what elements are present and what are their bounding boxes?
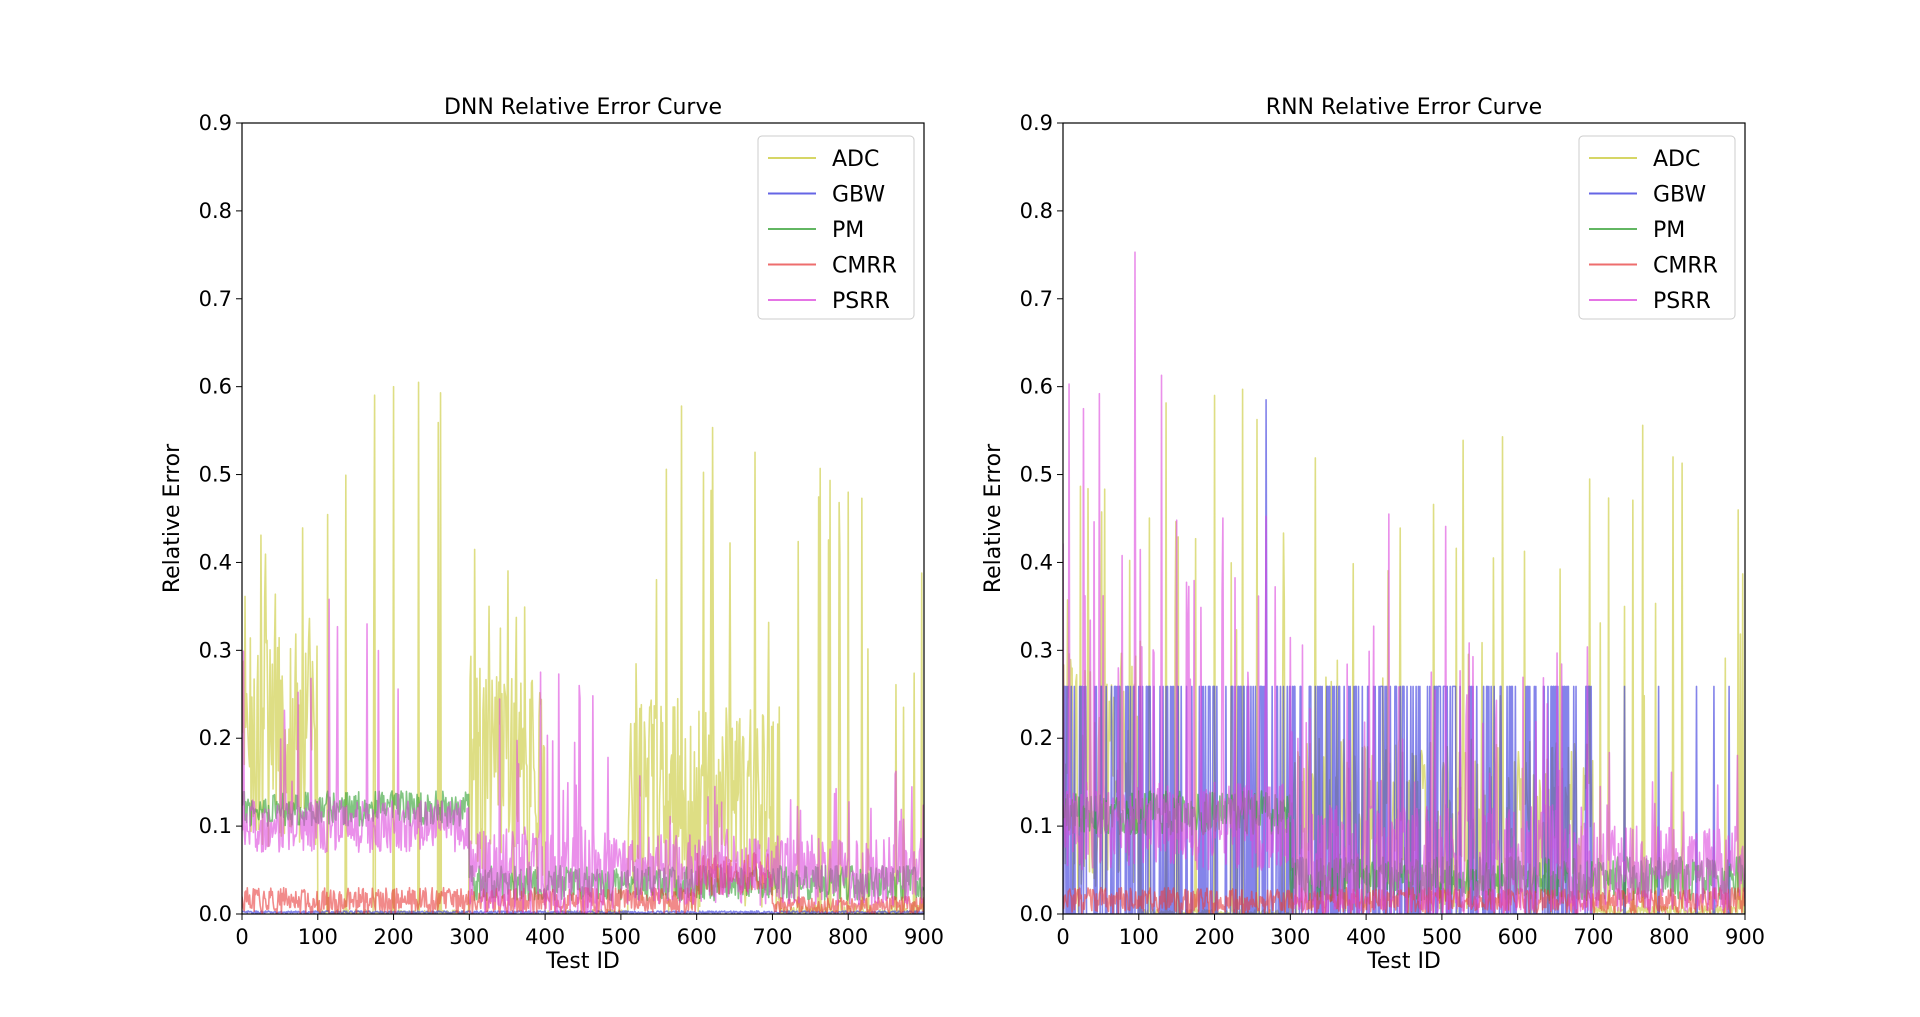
y-tick-label: 0.7 (1020, 287, 1053, 311)
y-tick-label: 0.9 (1020, 111, 1053, 135)
x-tick-label: 200 (374, 925, 414, 949)
legend: ADC GBW PM CMRR PSRR (1578, 135, 1736, 320)
y-tick-label: 0.0 (1020, 902, 1053, 926)
y-tick-label: 0.2 (1020, 726, 1053, 750)
series-line-adc (242, 381, 924, 914)
legend-label: PSRR (1653, 289, 1711, 314)
series-line-cmrr (1063, 886, 1745, 914)
legend-label: GBW (1653, 183, 1706, 208)
y-tick-label: 0.3 (199, 638, 232, 662)
legend-label: PM (832, 218, 864, 243)
y-tick-label: 0.8 (199, 199, 232, 223)
x-axis-label: Test ID (545, 949, 620, 974)
y-tick-label: 0.1 (199, 814, 232, 838)
x-tick-label: 600 (1498, 925, 1538, 949)
y-tick-label: 0.1 (1020, 814, 1053, 838)
axes-frame (241, 122, 925, 915)
y-tick-label: 0.2 (199, 726, 232, 750)
x-tick-label: 400 (1346, 925, 1386, 949)
y-tick-label: 0.6 (199, 375, 232, 399)
chart-rnn: 0 100 200 300 400 500 600 700 800 900 0.0 0.1 0.2 0.3… (981, 95, 1765, 974)
legend-label: PM (1653, 218, 1685, 243)
chart-dnn: 0 100 200 300 400 500 600 700 800 900 0.0 0.1 0.2 0.3… (160, 95, 944, 974)
x-tick-label: 0 (1056, 925, 1069, 949)
legend-label: CMRR (1653, 254, 1718, 279)
y-tick-label: 0.4 (199, 550, 232, 574)
series-line-gbw (1063, 399, 1745, 914)
axes-frame (1062, 122, 1746, 915)
y-tick-label: 0.0 (199, 902, 232, 926)
x-tick-label: 500 (1422, 925, 1462, 949)
x-tick-label: 200 (1195, 925, 1235, 949)
y-tick-label: 0.4 (1020, 550, 1053, 574)
y-tick-label: 0.5 (1020, 463, 1053, 487)
series-line-psrr (1063, 251, 1745, 914)
chart-title: DNN Relative Error Curve (444, 95, 722, 120)
legend-box (757, 135, 915, 320)
y-tick-label: 0.7 (199, 287, 232, 311)
x-tick-label: 100 (298, 925, 338, 949)
y-tick-label: 0.8 (1020, 199, 1053, 223)
plot-area (1063, 251, 1745, 914)
legend-label: CMRR (832, 254, 897, 279)
x-tick-label: 600 (677, 925, 717, 949)
x-tick-label: 700 (1573, 925, 1613, 949)
y-axis-label: Relative Error (981, 443, 1006, 593)
legend: ADC GBW PM CMRR PSRR (757, 135, 915, 320)
x-tick-label: 700 (752, 925, 792, 949)
y-tick-label: 0.5 (199, 463, 232, 487)
legend-label: ADC (832, 147, 879, 172)
x-tick-label: 800 (828, 925, 868, 949)
chart-title: RNN Relative Error Curve (1266, 95, 1542, 120)
x-tick-label: 900 (904, 925, 944, 949)
legend-box (1578, 135, 1736, 320)
x-axis-label: Test ID (1366, 949, 1441, 974)
x-tick-label: 400 (525, 925, 565, 949)
legend-label: ADC (1653, 147, 1700, 172)
y-axis-label: Relative Error (160, 443, 185, 593)
y-tick-label: 0.9 (199, 111, 232, 135)
x-tick-label: 300 (1270, 925, 1310, 949)
x-tick-label: 500 (601, 925, 641, 949)
legend-label: PSRR (832, 289, 890, 314)
x-tick-label: 100 (1119, 925, 1159, 949)
x-tick-label: 900 (1725, 925, 1765, 949)
series-line-psrr (242, 598, 924, 914)
x-tick-label: 300 (449, 925, 489, 949)
y-tick-label: 0.3 (1020, 638, 1053, 662)
x-tick-label: 800 (1649, 925, 1689, 949)
legend-label: GBW (832, 183, 885, 208)
plot-area (242, 381, 924, 914)
x-tick-label: 0 (235, 925, 248, 949)
y-tick-label: 0.6 (1020, 375, 1053, 399)
